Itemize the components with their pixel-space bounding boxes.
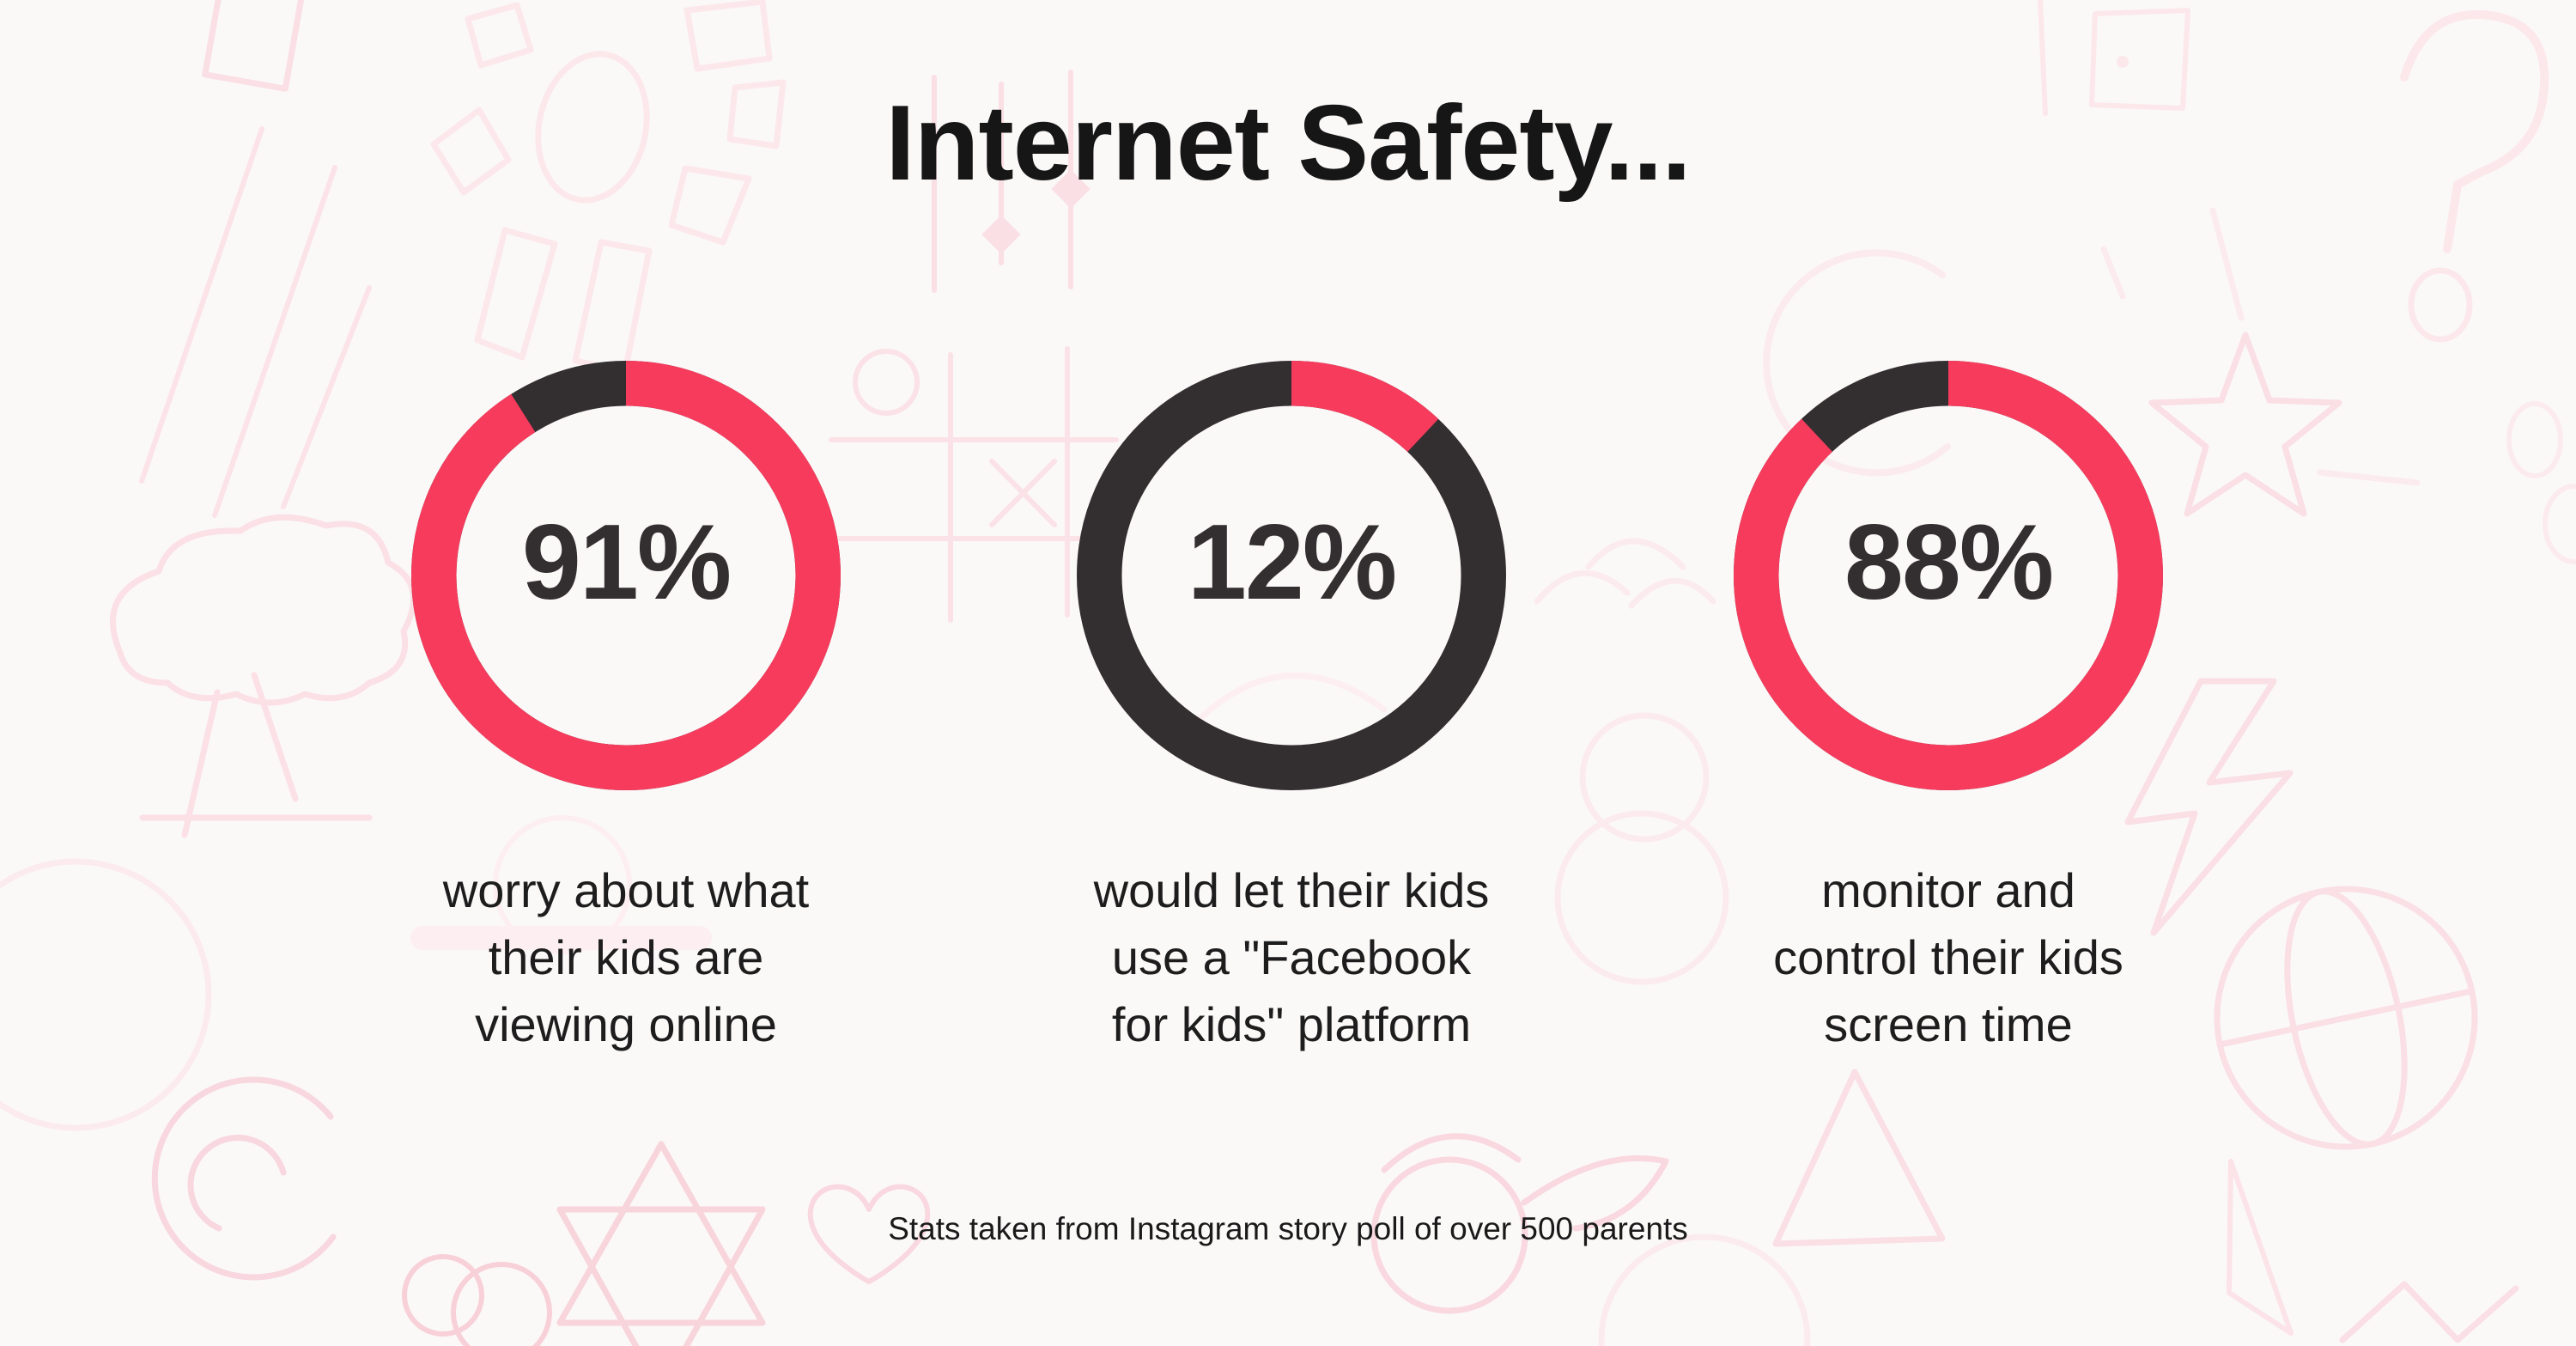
wave-doodle bbox=[1534, 538, 1716, 609]
swirl-doodle bbox=[151, 1076, 337, 1281]
donut-chart-88: 88% bbox=[1734, 361, 2163, 790]
caption-line: control their kids bbox=[1773, 930, 2123, 984]
stat-caption: would let their kids use a "Facebook for… bbox=[965, 857, 1618, 1058]
circle-pair-doodle bbox=[402, 1254, 552, 1346]
heart-doodle bbox=[808, 1184, 930, 1284]
donut-ring bbox=[1734, 361, 2163, 790]
donut-arc bbox=[411, 361, 841, 790]
question-mark-doodle bbox=[2400, 10, 2549, 343]
tictactoe-doodle bbox=[823, 346, 1119, 623]
triangle-doodle bbox=[1772, 1069, 1946, 1247]
wave-doodle-center bbox=[1197, 672, 1388, 722]
paper-plane-doodle bbox=[2227, 1159, 2293, 1336]
circle-doodle-top bbox=[1763, 249, 1951, 477]
globe-doodle bbox=[2214, 886, 2478, 1150]
flag-doodle bbox=[2038, 0, 2190, 116]
lightning-doodle bbox=[2124, 678, 2293, 936]
donut-chart-12: 12% bbox=[1077, 361, 1506, 790]
frame-doodle bbox=[202, 0, 309, 92]
caption-line: monitor and bbox=[1821, 863, 2075, 917]
caption-line: viewing online bbox=[475, 997, 777, 1051]
caption-line: would let their kids bbox=[1093, 863, 1490, 917]
hatch-lines-doodle bbox=[139, 126, 372, 518]
donut-arc bbox=[1077, 361, 1506, 790]
stat-caption: monitor and control their kids screen ti… bbox=[1622, 857, 2275, 1058]
circle-doodle-left bbox=[0, 858, 212, 1131]
bubbles-doodle bbox=[1554, 712, 1729, 985]
caption-line: worry about what bbox=[442, 863, 810, 917]
hexagram-doodle bbox=[556, 1141, 766, 1346]
donut-percent-label: 91% bbox=[521, 503, 732, 622]
caption-line: use a "Facebook bbox=[1111, 930, 1472, 984]
star-doodle bbox=[2100, 207, 2421, 517]
donut-percent-label: 88% bbox=[1844, 503, 2054, 622]
tree-doodle bbox=[110, 514, 417, 838]
donut-percent-label: 12% bbox=[1187, 503, 1397, 622]
percent-doodle bbox=[2506, 401, 2576, 564]
bubble-doodle-caption bbox=[410, 815, 712, 954]
caption-line: screen time bbox=[1824, 997, 2073, 1051]
zigzag-doodle bbox=[2339, 1281, 2519, 1343]
donut-chart-91: 91% bbox=[411, 361, 841, 790]
donut-ring bbox=[1077, 361, 1506, 790]
teapot-doodle bbox=[1370, 1133, 1811, 1346]
page-title: Internet Safety... bbox=[885, 84, 1692, 203]
caption-line: their kids are bbox=[488, 930, 764, 984]
donut-ring bbox=[411, 361, 841, 790]
donut-arc bbox=[1734, 361, 2163, 790]
stat-caption: worry about what their kids are viewing … bbox=[300, 857, 952, 1058]
caption-line: for kids" platform bbox=[1111, 997, 1472, 1051]
source-note: Stats taken from Instagram story poll of… bbox=[888, 1211, 1688, 1246]
